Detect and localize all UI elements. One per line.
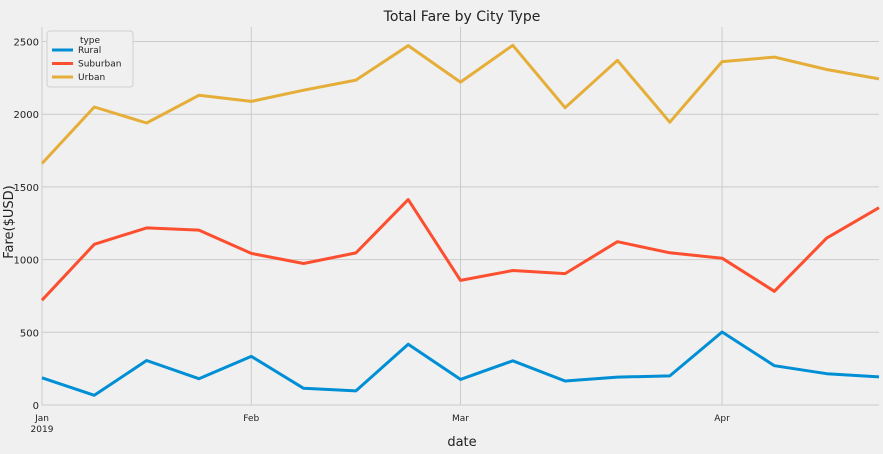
y-tick-label: 500: [20, 328, 39, 339]
series-line-urban: [40, 43, 880, 165]
x-tick-label: Feb: [243, 414, 259, 424]
legend-label-urban: Urban: [78, 73, 105, 83]
legend-label-suburban: Suburban: [78, 60, 121, 70]
y-tick-label: 2500: [14, 38, 39, 49]
series-line-rural: [41, 330, 880, 397]
legend-label-rural: Rural: [78, 46, 101, 56]
chart-title: Total Fare by City Type: [383, 9, 541, 25]
y-tick-label: 2000: [14, 110, 39, 121]
y-axis-label: Fare($USD): [2, 185, 17, 259]
x-tick-sublabel: 2019: [31, 425, 54, 435]
grid-layer: [41, 27, 879, 406]
series-line-suburban: [40, 198, 880, 302]
y-tick-label: 1000: [14, 256, 39, 267]
legend-title: type: [80, 36, 101, 46]
x-tick-label: Mar: [452, 414, 469, 424]
y-tick-label: 1500: [14, 183, 39, 194]
y-tick-label: 0: [33, 401, 39, 412]
x-axis-label: date: [447, 435, 476, 450]
legend-box: [46, 30, 134, 88]
x-tick-label: Apr: [714, 414, 730, 424]
series-layer: [40, 43, 880, 397]
x-tick-label: Jan: [34, 414, 49, 424]
